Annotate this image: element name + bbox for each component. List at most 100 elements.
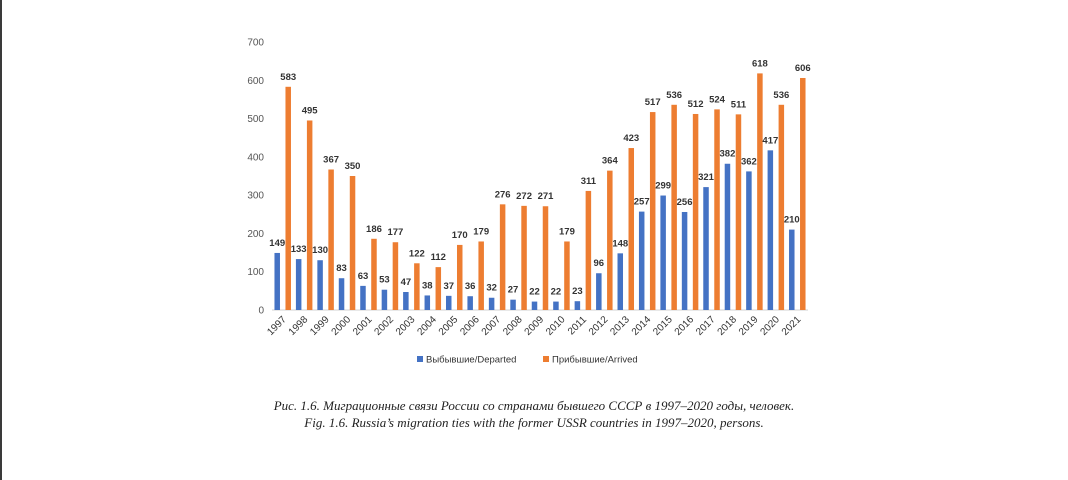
arrived-value-label: 112 bbox=[431, 252, 446, 263]
arrived-bar bbox=[456, 244, 463, 310]
arrived-bar bbox=[671, 104, 677, 310]
arrived-value-label: 583 bbox=[280, 72, 296, 83]
departed-bar bbox=[424, 295, 431, 310]
arrived-bar bbox=[585, 190, 592, 310]
x-tick-label: 2003 bbox=[394, 314, 418, 338]
x-tick-label: 2017 bbox=[694, 314, 718, 338]
arrived-value-label: 276 bbox=[495, 189, 511, 200]
arrived-bar bbox=[735, 114, 742, 310]
departed-bar bbox=[445, 295, 452, 310]
departed-value-label: 37 bbox=[443, 281, 454, 292]
departed-bar bbox=[638, 211, 645, 310]
arrived-value-label: 536 bbox=[773, 90, 789, 101]
y-axis-ticks: 0 100 200 300 400 500 600 700 bbox=[247, 38, 264, 317]
y-tick-label: 100 bbox=[247, 267, 264, 278]
departed-value-label: 83 bbox=[336, 263, 347, 274]
x-tick-label: 2015 bbox=[651, 314, 675, 338]
figure-caption-english: Fig. 1.6. Russia’s migration ties with t… bbox=[304, 415, 764, 430]
arrived-value-label: 524 bbox=[709, 94, 726, 105]
departed-bar bbox=[403, 292, 409, 310]
departed-value-label: 32 bbox=[486, 283, 497, 294]
arrived-value-label: 511 bbox=[731, 99, 747, 110]
arrived-bar bbox=[628, 148, 635, 310]
arrived-bar bbox=[371, 238, 377, 310]
arrived-bar bbox=[349, 176, 356, 310]
departed-value-label: 417 bbox=[762, 135, 778, 146]
x-tick-label: 2012 bbox=[587, 314, 611, 338]
arrived-bar bbox=[757, 73, 763, 310]
arrived-value-label: 271 bbox=[538, 191, 555, 202]
arrived-value-label: 618 bbox=[752, 58, 768, 69]
arrived-value-label: 350 bbox=[345, 161, 361, 172]
x-tick-label: 2016 bbox=[673, 314, 697, 338]
arrived-value-label: 364 bbox=[602, 156, 619, 167]
arrived-bar bbox=[285, 86, 291, 311]
arrived-value-label: 423 bbox=[623, 133, 639, 144]
x-tick-label: 2014 bbox=[630, 314, 654, 338]
departed-bar bbox=[531, 301, 538, 310]
x-tick-label: 1997 bbox=[265, 314, 289, 338]
arrived-value-label: 606 bbox=[795, 63, 811, 74]
departed-bar bbox=[596, 273, 602, 310]
x-tick-label: 2006 bbox=[458, 314, 482, 338]
y-tick-label: 300 bbox=[247, 191, 264, 202]
departed-value-label: 382 bbox=[720, 149, 736, 160]
x-tick-label: 2009 bbox=[523, 314, 547, 338]
x-tick-label: 2020 bbox=[758, 314, 782, 338]
y-tick-label: 200 bbox=[247, 229, 264, 240]
y-tick-label: 500 bbox=[247, 114, 264, 125]
y-tick-label: 0 bbox=[258, 306, 264, 317]
figure-caption-russian: Рис. 1.6. Миграционные связи России со с… bbox=[273, 398, 795, 413]
x-tick-label: 2021 bbox=[780, 314, 804, 338]
departed-bar bbox=[681, 211, 688, 310]
x-tick-label: 1998 bbox=[287, 314, 311, 338]
departed-bar bbox=[381, 289, 388, 310]
arrived-bar bbox=[499, 204, 506, 310]
arrived-bar bbox=[478, 241, 484, 310]
arrived-value-label: 177 bbox=[387, 227, 403, 238]
legend-swatch-arrived bbox=[543, 356, 549, 362]
departed-value-label: 133 bbox=[291, 244, 307, 255]
departed-bar bbox=[767, 150, 774, 310]
y-tick-label: 600 bbox=[247, 76, 264, 87]
x-tick-label: 2013 bbox=[608, 314, 632, 338]
arrived-bar bbox=[435, 267, 442, 310]
x-tick-label: 2010 bbox=[544, 314, 568, 338]
departed-bar bbox=[467, 296, 473, 310]
departed-bar bbox=[317, 260, 323, 310]
x-tick-label: 2005 bbox=[437, 314, 461, 338]
x-tick-label: 2001 bbox=[351, 314, 375, 338]
arrived-value-label: 495 bbox=[302, 105, 319, 116]
x-tick-label: 2019 bbox=[737, 314, 761, 338]
x-tick-label: 2000 bbox=[330, 314, 354, 338]
departed-value-label: 47 bbox=[401, 277, 412, 288]
legend-swatch-departed bbox=[417, 356, 423, 362]
departed-value-label: 362 bbox=[741, 156, 757, 167]
x-tick-label: 2002 bbox=[373, 314, 397, 338]
arrived-bar bbox=[328, 169, 334, 310]
departed-value-label: 53 bbox=[379, 275, 390, 286]
departed-value-label: 210 bbox=[784, 215, 800, 226]
arrived-bar bbox=[306, 120, 313, 310]
departed-bar bbox=[724, 163, 731, 310]
y-tick-label: 700 bbox=[247, 38, 264, 49]
legend-label-arrived: Прибывшие/Arrived bbox=[552, 355, 638, 366]
departed-value-label: 130 bbox=[312, 245, 328, 256]
x-tick-label: 2018 bbox=[716, 314, 740, 338]
departed-value-label: 148 bbox=[612, 238, 628, 249]
arrived-bar bbox=[521, 205, 527, 310]
departed-bar bbox=[789, 229, 795, 310]
departed-bar bbox=[703, 187, 709, 310]
arrived-bar bbox=[800, 77, 806, 310]
arrived-value-label: 179 bbox=[473, 226, 489, 237]
departed-value-label: 256 bbox=[677, 197, 693, 208]
departed-value-label: 22 bbox=[529, 287, 540, 298]
data-labels: 149 583 133 495 130 367 83 350 63 186 53 177 47 122 38… bbox=[269, 58, 810, 297]
arrived-value-label: 512 bbox=[688, 99, 704, 110]
arrived-value-label: 536 bbox=[666, 90, 682, 101]
departed-value-label: 27 bbox=[508, 285, 519, 296]
departed-value-label: 149 bbox=[269, 238, 285, 249]
legend-label-departed: Выбывшие/Departed bbox=[426, 355, 516, 366]
y-tick-label: 400 bbox=[247, 152, 264, 163]
bar-chart: 0 100 200 300 400 500 600 700 149 583 133 495 130 36… bbox=[247, 38, 810, 366]
